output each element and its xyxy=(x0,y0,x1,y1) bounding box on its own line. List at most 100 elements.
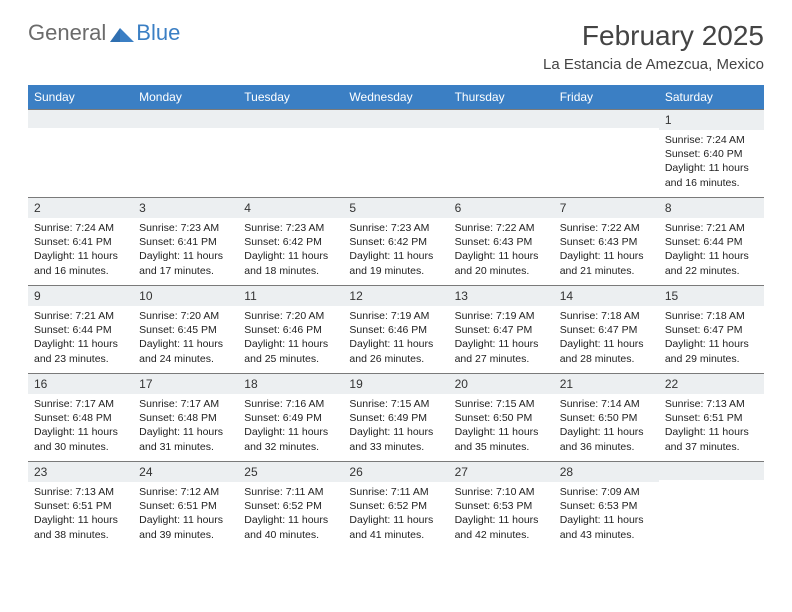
day-detail xyxy=(238,128,343,137)
sunset-text: Sunset: 6:47 PM xyxy=(665,323,758,337)
day-number: 13 xyxy=(449,286,554,306)
day-detail xyxy=(28,128,133,137)
day-number: 19 xyxy=(343,374,448,394)
day-detail: Sunrise: 7:24 AMSunset: 6:41 PMDaylight:… xyxy=(28,218,133,284)
sunset-text: Sunset: 6:42 PM xyxy=(349,235,442,249)
day-number xyxy=(28,110,133,128)
sunset-text: Sunset: 6:44 PM xyxy=(665,235,758,249)
sunrise-text: Sunrise: 7:13 AM xyxy=(665,397,758,411)
day-number: 8 xyxy=(659,198,764,218)
day-number: 11 xyxy=(238,286,343,306)
day-number: 7 xyxy=(554,198,659,218)
day-number: 16 xyxy=(28,374,133,394)
day-detail: Sunrise: 7:11 AMSunset: 6:52 PMDaylight:… xyxy=(343,482,448,548)
calendar-day-cell: 16 Sunrise: 7:17 AMSunset: 6:48 PMDayligh… xyxy=(28,374,133,462)
sunrise-text: Sunrise: 7:18 AM xyxy=(560,309,653,323)
day-detail: Sunrise: 7:21 AMSunset: 6:44 PMDaylight:… xyxy=(28,306,133,372)
daylight-text: Daylight: 11 hours and 28 minutes. xyxy=(560,337,653,365)
daylight-text: Daylight: 11 hours and 42 minutes. xyxy=(455,513,548,541)
sunset-text: Sunset: 6:51 PM xyxy=(139,499,232,513)
day-header: Friday xyxy=(554,85,659,110)
day-detail: Sunrise: 7:14 AMSunset: 6:50 PMDaylight:… xyxy=(554,394,659,460)
day-detail: Sunrise: 7:18 AMSunset: 6:47 PMDaylight:… xyxy=(659,306,764,372)
day-number xyxy=(554,110,659,128)
calendar-day-cell: 18Sunrise: 7:16 AMSunset: 6:49 PMDayligh… xyxy=(238,374,343,462)
day-number: 23 xyxy=(28,462,133,482)
sunrise-text: Sunrise: 7:15 AM xyxy=(349,397,442,411)
sunrise-text: Sunrise: 7:20 AM xyxy=(139,309,232,323)
calendar-day-cell: 1Sunrise: 7:24 AMSunset: 6:40 PMDaylight… xyxy=(659,110,764,198)
sunrise-text: Sunrise: 7:12 AM xyxy=(139,485,232,499)
sunset-text: Sunset: 6:51 PM xyxy=(34,499,127,513)
day-number xyxy=(343,110,448,128)
day-number: 5 xyxy=(343,198,448,218)
day-number: 10 xyxy=(133,286,238,306)
sunrise-text: Sunrise: 7:17 AM xyxy=(34,397,127,411)
sunset-text: Sunset: 6:43 PM xyxy=(455,235,548,249)
day-number: 18 xyxy=(238,374,343,394)
day-detail: Sunrise: 7:17 AMSunset: 6:48 PMDaylight:… xyxy=(133,394,238,460)
daylight-text: Daylight: 11 hours and 17 minutes. xyxy=(139,249,232,277)
daylight-text: Daylight: 11 hours and 33 minutes. xyxy=(349,425,442,453)
daylight-text: Daylight: 11 hours and 24 minutes. xyxy=(139,337,232,365)
day-number: 1 xyxy=(659,110,764,130)
daylight-text: Daylight: 11 hours and 20 minutes. xyxy=(455,249,548,277)
calendar-day-cell: 7Sunrise: 7:22 AMSunset: 6:43 PMDaylight… xyxy=(554,198,659,286)
daylight-text: Daylight: 11 hours and 18 minutes. xyxy=(244,249,337,277)
day-detail: Sunrise: 7:23 AMSunset: 6:42 PMDaylight:… xyxy=(343,218,448,284)
sunrise-text: Sunrise: 7:09 AM xyxy=(560,485,653,499)
title-block: February 2025 La Estancia de Amezcua, Me… xyxy=(543,20,764,75)
day-detail: Sunrise: 7:16 AMSunset: 6:49 PMDaylight:… xyxy=(238,394,343,460)
day-number: 3 xyxy=(133,198,238,218)
calendar-day-cell xyxy=(554,110,659,198)
daylight-text: Daylight: 11 hours and 37 minutes. xyxy=(665,425,758,453)
sunset-text: Sunset: 6:52 PM xyxy=(349,499,442,513)
daylight-text: Daylight: 11 hours and 30 minutes. xyxy=(34,425,127,453)
sunrise-text: Sunrise: 7:17 AM xyxy=(139,397,232,411)
sunset-text: Sunset: 6:48 PM xyxy=(34,411,127,425)
logo-text-1: General xyxy=(28,20,106,46)
sunrise-text: Sunrise: 7:10 AM xyxy=(455,485,548,499)
day-number: 26 xyxy=(343,462,448,482)
page-title: February 2025 xyxy=(543,20,764,52)
sunset-text: Sunset: 6:48 PM xyxy=(139,411,232,425)
logo-mark-icon xyxy=(110,24,134,42)
day-header: Tuesday xyxy=(238,85,343,110)
calendar-day-cell xyxy=(133,110,238,198)
day-detail xyxy=(343,128,448,137)
day-detail: Sunrise: 7:09 AMSunset: 6:53 PMDaylight:… xyxy=(554,482,659,548)
day-header: Sunday xyxy=(28,85,133,110)
sunset-text: Sunset: 6:47 PM xyxy=(455,323,548,337)
sunrise-text: Sunrise: 7:24 AM xyxy=(34,221,127,235)
calendar-day-cell: 26Sunrise: 7:11 AMSunset: 6:52 PMDayligh… xyxy=(343,462,448,550)
logo: General Blue xyxy=(28,20,180,46)
daylight-text: Daylight: 11 hours and 38 minutes. xyxy=(34,513,127,541)
day-number: 22 xyxy=(659,374,764,394)
sunrise-text: Sunrise: 7:21 AM xyxy=(34,309,127,323)
sunrise-text: Sunrise: 7:18 AM xyxy=(665,309,758,323)
sunrise-text: Sunrise: 7:14 AM xyxy=(560,397,653,411)
day-detail xyxy=(133,128,238,137)
day-number: 6 xyxy=(449,198,554,218)
calendar-day-cell xyxy=(28,110,133,198)
day-number: 9 xyxy=(28,286,133,306)
sunrise-text: Sunrise: 7:24 AM xyxy=(665,133,758,147)
sunset-text: Sunset: 6:46 PM xyxy=(349,323,442,337)
sunset-text: Sunset: 6:42 PM xyxy=(244,235,337,249)
day-detail xyxy=(659,480,764,489)
day-number: 12 xyxy=(343,286,448,306)
daylight-text: Daylight: 11 hours and 27 minutes. xyxy=(455,337,548,365)
calendar-day-cell: 19 Sunrise: 7:15 AMSunset: 6:49 PMDayligh… xyxy=(343,374,448,462)
day-number: 21 xyxy=(554,374,659,394)
day-detail: Sunrise: 7:11 AMSunset: 6:52 PMDaylight:… xyxy=(238,482,343,548)
calendar-day-cell: 17Sunrise: 7:17 AMSunset: 6:48 PMDayligh… xyxy=(133,374,238,462)
sunset-text: Sunset: 6:49 PM xyxy=(349,411,442,425)
day-number xyxy=(659,462,764,480)
calendar-table: Sunday Monday Tuesday Wednesday Thursday… xyxy=(28,85,764,550)
day-number: 2 xyxy=(28,198,133,218)
sunrise-text: Sunrise: 7:21 AM xyxy=(665,221,758,235)
day-detail: Sunrise: 7:24 AMSunset: 6:40 PMDaylight:… xyxy=(659,130,764,196)
daylight-text: Daylight: 11 hours and 25 minutes. xyxy=(244,337,337,365)
calendar-week-row: 1Sunrise: 7:24 AMSunset: 6:40 PMDaylight… xyxy=(28,110,764,198)
calendar-day-cell: 5Sunrise: 7:23 AMSunset: 6:42 PMDaylight… xyxy=(343,198,448,286)
